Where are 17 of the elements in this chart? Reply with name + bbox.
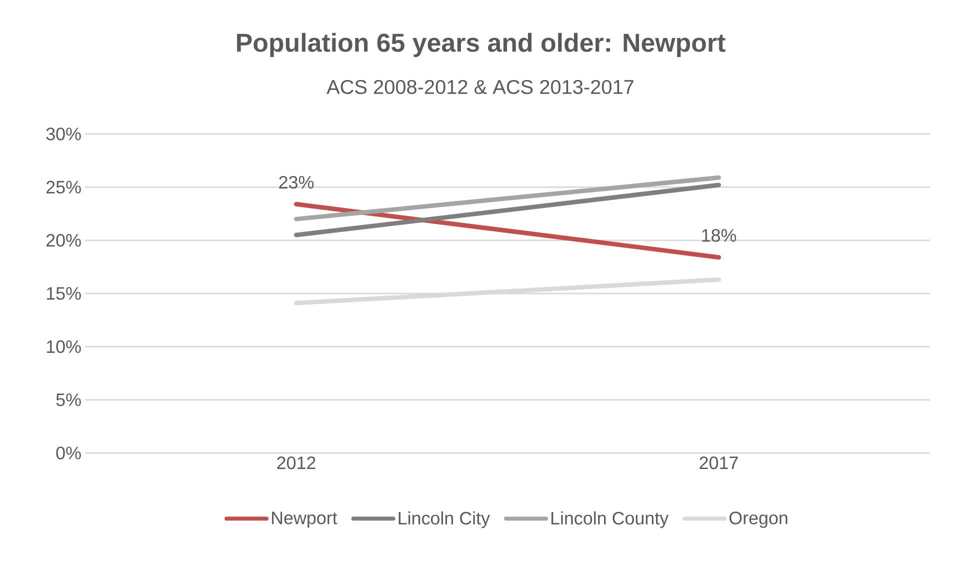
chart-subtitle: ACS 2008-2012 & ACS 2013-2017 [326,80,634,94]
y-tick-label: 0% [56,446,81,460]
x-tick-label: 2012 [277,456,316,470]
y-tick-label: 30% [46,128,81,140]
legend-label: Oregon [729,512,788,528]
data-label: 23% [279,176,314,189]
x-tick-label: 2017 [700,456,738,470]
y-tick-label: 15% [46,287,81,300]
legend-label: Newport [272,512,338,528]
y-tick-label: 20% [46,234,81,247]
legend-label: Lincoln County [551,511,669,528]
y-tick-label: 10% [46,340,81,353]
y-tick-label: 5% [56,394,81,406]
data-label: 18% [702,229,736,242]
y-tick-label: 25% [46,180,81,194]
chart-title: Population 65 years and older: Newport [237,32,726,58]
legend-label: Lincoln City [398,511,490,528]
